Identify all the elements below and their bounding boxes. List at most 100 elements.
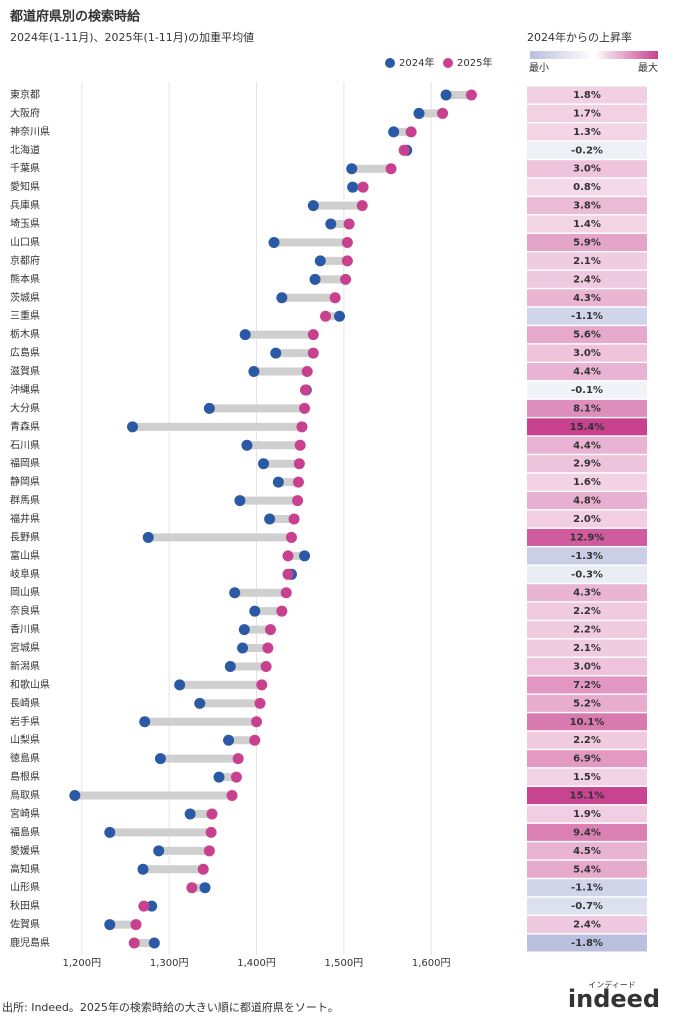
change-cell (527, 528, 647, 546)
dot (197, 863, 209, 875)
change-cell (527, 381, 647, 399)
dot (138, 900, 150, 912)
change-cell (527, 270, 647, 288)
y-tick-label: 静岡県 (10, 475, 40, 488)
change-cell (527, 197, 647, 215)
change-cell (527, 399, 647, 417)
change-label: -1.1% (571, 311, 603, 322)
y-tick-label: 大分県 (10, 401, 40, 414)
logo: indeed (568, 985, 660, 1013)
change-label: 1.4% (573, 219, 601, 230)
dot (229, 587, 241, 599)
dot (194, 697, 206, 709)
change-label: 3.0% (573, 348, 601, 359)
y-tick-label: 岩手県 (10, 715, 40, 728)
dot (130, 919, 142, 931)
change-title: 2024年からの上昇率 (527, 30, 632, 44)
dot (199, 882, 211, 894)
dot (154, 753, 166, 765)
change-label: -0.7% (571, 901, 603, 912)
dot (223, 734, 235, 746)
change-cell (527, 787, 647, 805)
change-cell (527, 676, 647, 694)
change-cell (527, 104, 647, 122)
dot (292, 495, 304, 507)
dot (230, 771, 242, 783)
dot (307, 200, 319, 212)
change-cell (527, 584, 647, 602)
scale-max: 最大 (638, 61, 658, 74)
dot (224, 660, 236, 672)
change-label: 12.9% (570, 532, 605, 543)
change-label: 1.8% (573, 90, 601, 101)
dot (268, 236, 280, 248)
change-label: 2.0% (573, 514, 601, 525)
dot (343, 218, 355, 230)
change-cell (527, 860, 647, 878)
dot (307, 347, 319, 359)
dot (413, 107, 425, 119)
dot (347, 181, 359, 193)
y-tick-label: 愛知県 (10, 180, 40, 193)
change-cell (527, 344, 647, 362)
dot (153, 845, 165, 857)
y-tick-label: 群馬県 (10, 494, 40, 507)
x-tick-label: 1,200円 (63, 958, 102, 969)
dot (69, 790, 81, 802)
change-label: 6.9% (573, 754, 601, 765)
source-note: 出所: Indeed。2025年の検索時給の大きい順に都道府県をソート。 (2, 1000, 339, 1014)
change-cell (527, 713, 647, 731)
change-label: 7.2% (573, 680, 601, 691)
change-label: 3.0% (573, 164, 601, 175)
change-cell (527, 916, 647, 934)
change-cell (527, 233, 647, 251)
x-tick-label: 1,300円 (150, 958, 189, 969)
change-cell (527, 565, 647, 583)
change-label: -0.2% (571, 145, 603, 156)
change-label: -1.8% (571, 938, 603, 949)
dot (307, 329, 319, 341)
y-tick-label: 岡山県 (10, 587, 40, 599)
y-tick-label: 神奈川県 (10, 125, 50, 138)
y-tick-label: 福岡県 (10, 457, 40, 470)
y-tick-label: 奈良県 (10, 604, 40, 617)
change-cell (527, 657, 647, 675)
dot (139, 716, 151, 728)
y-tick-label: 京都府 (10, 254, 40, 267)
y-tick-label: 沖縄県 (10, 383, 40, 396)
dot (334, 310, 346, 322)
dot (126, 421, 138, 433)
dot (142, 531, 154, 543)
change-cell (527, 307, 647, 325)
dot (385, 163, 397, 175)
change-label: 2.1% (573, 643, 601, 654)
legend-label: 2024年 (399, 56, 434, 69)
y-tick-label: 岐阜県 (10, 567, 40, 580)
y-tick-label: 三重県 (10, 309, 40, 322)
y-tick-label: 佐賀県 (10, 919, 40, 931)
dot (285, 531, 297, 543)
dot (340, 273, 352, 285)
y-tick-label: 鹿児島県 (10, 936, 50, 949)
dot (254, 697, 266, 709)
change-cell (527, 602, 647, 620)
change-label: 15.1% (570, 791, 605, 802)
y-tick-label: 富山県 (10, 549, 40, 562)
dot (276, 605, 288, 617)
change-label: 2.2% (573, 735, 601, 746)
change-label: -1.1% (571, 883, 603, 894)
x-tick-label: 1,600円 (412, 958, 451, 969)
chart-subtitle: 2024年(1-11月)、2025年(1-11月)の加重平均値 (10, 30, 254, 44)
dot (301, 366, 313, 378)
change-cell (527, 897, 647, 915)
dot (405, 126, 417, 138)
dot (293, 458, 305, 470)
y-tick-label: 新潟県 (10, 659, 40, 672)
dot (294, 439, 306, 451)
y-tick-label: 和歌山県 (10, 678, 50, 691)
legend-label: 2025年 (457, 56, 492, 69)
y-tick-label: 愛媛県 (10, 844, 40, 857)
dot (398, 144, 410, 156)
change-cell (527, 621, 647, 639)
y-tick-label: 熊本県 (10, 272, 40, 285)
